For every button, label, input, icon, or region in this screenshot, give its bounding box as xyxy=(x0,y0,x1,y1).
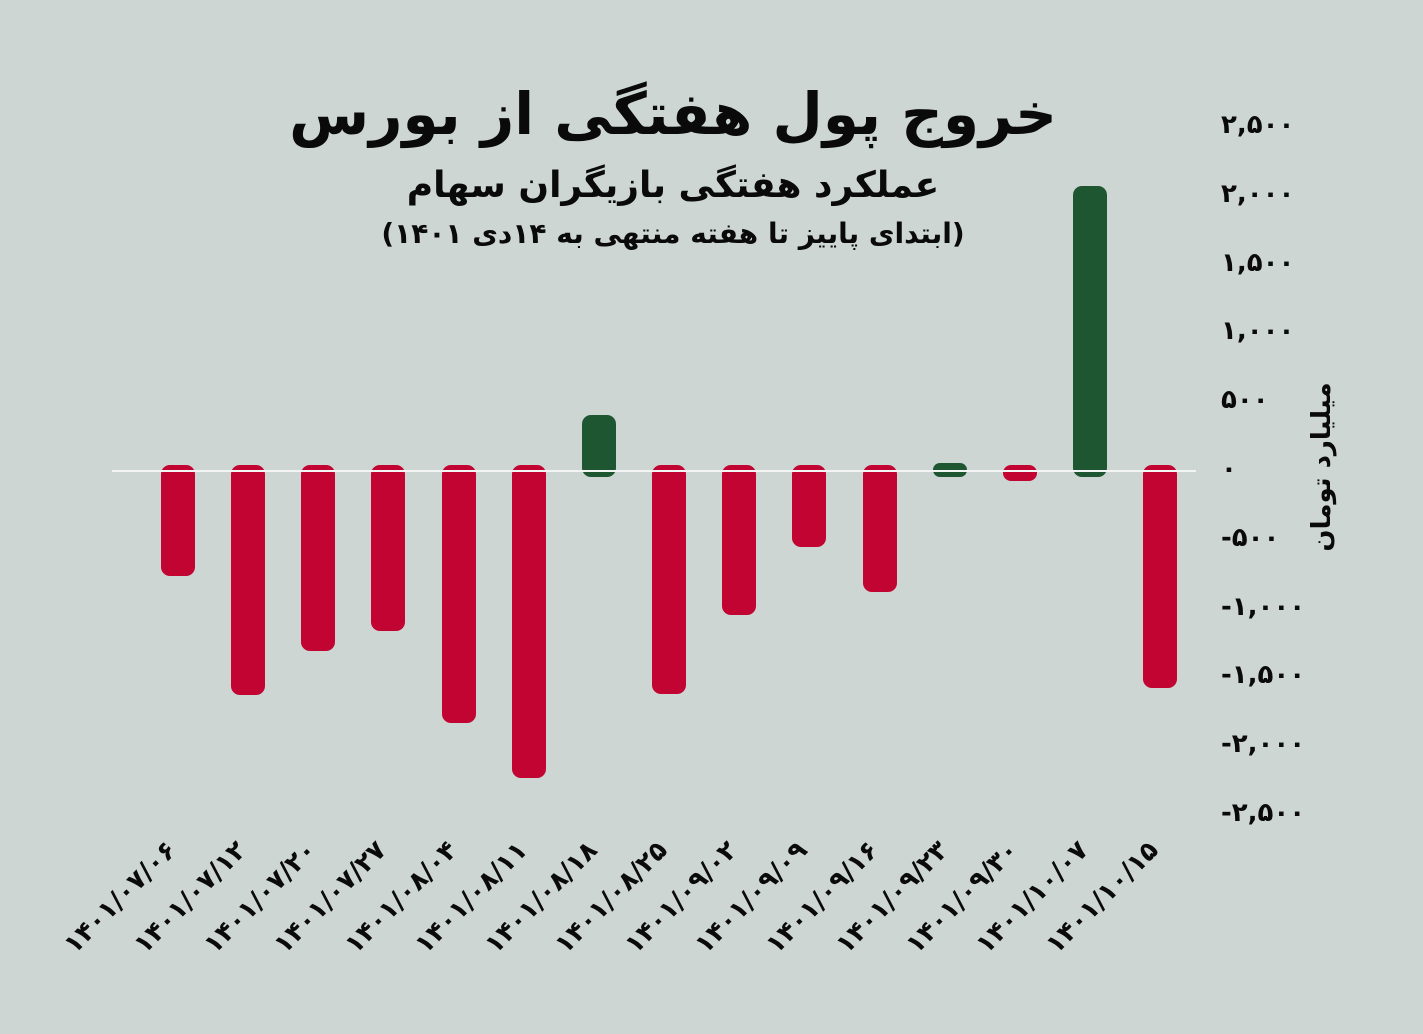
chart-title: خروج پول هفتگی از بورس xyxy=(289,80,1057,148)
y-axis-tick-label: -۱,۵۰۰ xyxy=(1221,660,1306,691)
y-axis-tick-label: -۲,۵۰۰ xyxy=(1221,798,1306,828)
y-axis-tick-label: -۱,۰۰۰ xyxy=(1221,591,1306,622)
bar-negative xyxy=(371,465,406,631)
zero-gridline xyxy=(112,470,1196,472)
chart-header: خروج پول هفتگی از بورس عملکرد هفتگی بازی… xyxy=(0,80,1346,250)
y-axis-title: میلیارد تومان xyxy=(1307,382,1337,552)
y-axis-tick-label: ۲,۵۰۰ xyxy=(1221,110,1295,140)
y-axis-tick-label: -۵۰۰ xyxy=(1221,522,1280,553)
bar-positive xyxy=(581,414,616,477)
bar-negative xyxy=(792,465,827,547)
bar-negative xyxy=(511,465,546,778)
bar-negative xyxy=(1143,465,1178,689)
bar-negative xyxy=(1002,465,1037,482)
y-axis-tick-label: ۱,۰۰۰ xyxy=(1221,316,1295,347)
y-axis-tick-label: ۲,۰۰۰ xyxy=(1221,178,1295,209)
bar-negative xyxy=(441,465,476,723)
y-axis-tick-label: ۰ xyxy=(1221,454,1237,484)
bar-negative xyxy=(231,465,266,696)
chart-note: (ابتدای پاییز تا هفته منتهی به ۱۴دی ۱۴۰۱… xyxy=(381,216,965,250)
y-axis-tick-label: ۱,۵۰۰ xyxy=(1221,247,1295,278)
bar-positive xyxy=(1072,186,1107,477)
bar-negative xyxy=(161,465,195,576)
bar-negative xyxy=(652,465,687,694)
bar-positive xyxy=(932,462,967,477)
y-axis-tick-label: -۲,۰۰۰ xyxy=(1221,729,1306,760)
y-axis-tick-label: ۵۰۰ xyxy=(1221,385,1269,416)
bar-negative xyxy=(301,465,336,652)
bar-negative xyxy=(722,465,757,616)
chart-subtitle: عملکرد هفتگی بازیگران سهام xyxy=(406,164,940,206)
bar-negative xyxy=(862,465,897,593)
